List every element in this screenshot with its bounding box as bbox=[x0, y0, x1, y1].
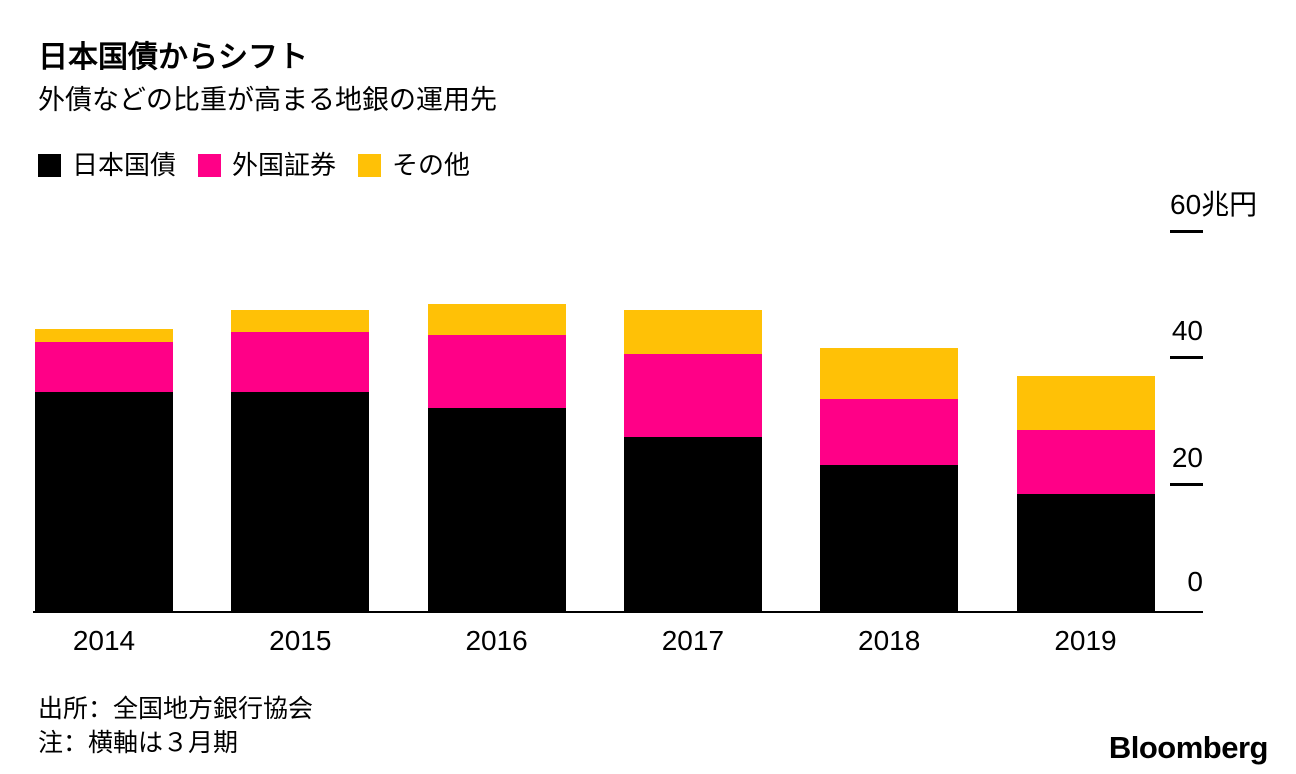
x-axis-label-2014: 2014 bbox=[72, 625, 136, 656]
legend-swatch-other-icon bbox=[358, 153, 382, 177]
chart-legend: 日本国債 外国証券 その他 bbox=[38, 151, 492, 179]
bar-2016-segment-jgb bbox=[427, 408, 566, 611]
note-text: 注：横軸は３月期 bbox=[38, 729, 239, 757]
y-axis-tick-dash-60 bbox=[1170, 229, 1203, 233]
bar-2018-segment-foreign bbox=[820, 398, 959, 466]
bar-2015-segment-other bbox=[231, 309, 370, 333]
x-axis-label-2017: 2017 bbox=[661, 625, 725, 656]
x-axis-label-2016: 2016 bbox=[465, 625, 528, 656]
y-axis-tick-label-40: 40 bbox=[1171, 315, 1203, 347]
x-axis-label-2018: 2018 bbox=[858, 625, 921, 656]
bar-2017-segment-other bbox=[623, 309, 762, 355]
x-axis-label-2015: 2015 bbox=[269, 625, 332, 656]
y-axis-tick-label-60: 60兆円 bbox=[1170, 188, 1258, 220]
bar-2019 bbox=[1016, 376, 1155, 611]
legend-swatch-foreign-icon bbox=[198, 153, 222, 177]
y-axis-tick-dash-40 bbox=[1170, 356, 1203, 360]
legend-label-other: その他 bbox=[392, 150, 471, 180]
legend-item-jgb: 日本国債 bbox=[38, 151, 176, 179]
bar-2017-segment-jgb bbox=[623, 436, 762, 611]
y-axis-tick-dash-20 bbox=[1170, 483, 1203, 487]
legend-item-foreign: 外国証券 bbox=[198, 151, 336, 179]
x-axis-label-2019: 2019 bbox=[1054, 625, 1117, 656]
bar-2014 bbox=[35, 328, 173, 611]
x-axis-baseline bbox=[33, 611, 1203, 613]
bar-2015-segment-foreign bbox=[231, 332, 370, 393]
chart-title: 日本国債からシフト bbox=[38, 41, 308, 74]
bar-2018 bbox=[820, 347, 959, 611]
bar-2018-segment-other bbox=[820, 347, 959, 399]
bar-2019-segment-foreign bbox=[1016, 430, 1155, 494]
bar-2016-segment-foreign bbox=[427, 335, 566, 409]
bar-2019-segment-jgb bbox=[1016, 493, 1155, 611]
bar-2017-segment-foreign bbox=[623, 354, 762, 437]
legend-swatch-jgb-icon bbox=[38, 153, 61, 177]
legend-label-foreign: 外国証券 bbox=[232, 150, 337, 180]
y-axis-tick-label-20: 20 bbox=[1171, 442, 1203, 474]
bar-2016-segment-other bbox=[427, 303, 566, 336]
bar-2019-segment-other bbox=[1016, 376, 1155, 431]
bar-2014-segment-jgb bbox=[35, 392, 173, 611]
bar-2017 bbox=[623, 309, 762, 611]
bar-2015 bbox=[231, 309, 370, 611]
bar-2014-segment-foreign bbox=[35, 341, 173, 393]
bar-2014-segment-other bbox=[35, 328, 173, 342]
bar-2016 bbox=[427, 303, 566, 611]
bar-2018-segment-jgb bbox=[820, 465, 959, 611]
bar-2015-segment-jgb bbox=[231, 392, 370, 611]
source-text: 出所：全国地方銀行協会 bbox=[38, 695, 314, 723]
bloomberg-logo: Bloomberg bbox=[1108, 730, 1269, 765]
y-axis-tick-label-0: 0 bbox=[1187, 566, 1203, 597]
legend-label-jgb: 日本国債 bbox=[72, 150, 177, 180]
chart-subtitle: 外債などの比重が高まる地銀の運用先 bbox=[38, 85, 497, 115]
legend-item-other: その他 bbox=[358, 151, 470, 179]
